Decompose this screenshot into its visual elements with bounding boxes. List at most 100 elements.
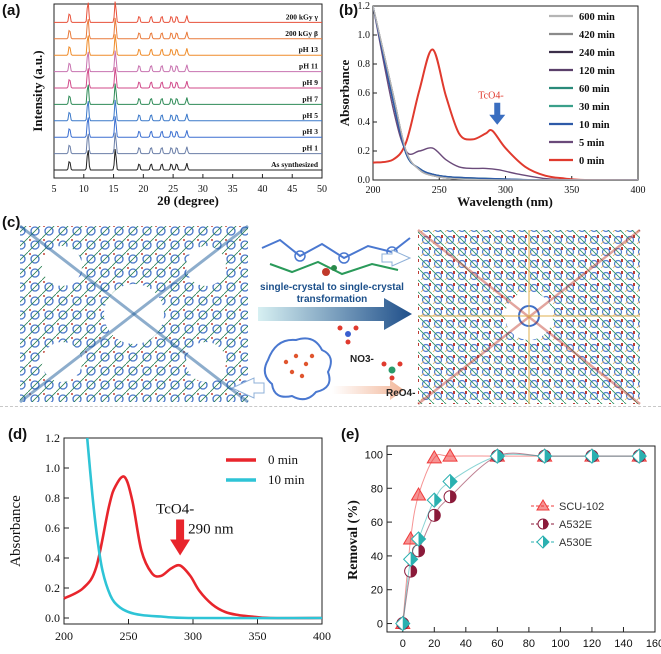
uv-d-ytick-label: 0.0: [45, 611, 60, 625]
uv-d-ytick-label: 0.2: [45, 581, 60, 595]
removal-fit-line: [402, 452, 640, 624]
xrd-trace-label: pH 3: [302, 127, 318, 136]
removal-ytick-label: 80: [371, 483, 383, 495]
uv-d-xtick-label: 300: [184, 629, 202, 643]
uv-b-annotation: TcO4-: [478, 91, 503, 102]
panel-b-label: (b): [339, 2, 359, 19]
uv-d-series: [85, 437, 323, 620]
xrd-xtick-label: 35: [228, 184, 238, 195]
uv-b-legend-label: 60 min: [579, 84, 610, 95]
panel-d-label: (d): [8, 426, 28, 443]
xrd-xtick-label: 40: [257, 184, 267, 195]
xrd-trace: [54, 99, 322, 122]
xrd-xtick-label: 15: [109, 184, 119, 195]
removal-legend-label: SCU-102: [559, 501, 604, 513]
section-divider: [0, 406, 661, 407]
uv-d-ytick-label: 0.4: [45, 551, 60, 565]
panel-c-label: (c): [2, 214, 21, 231]
removal-fit-line: [402, 453, 640, 624]
uv-b-legend-label: 5 min: [579, 138, 605, 149]
panel-c: (c): [0, 210, 661, 406]
xrd-xtick-label: 10: [79, 184, 89, 195]
uv-d-ylabel: Absorbance: [8, 495, 24, 567]
uv-d-ytick-label: 0.6: [45, 521, 60, 535]
uv-plot-b: Absorbance Wavelength (nm) 200 250 300 350 4…: [337, 1, 646, 209]
xrd-trace: [54, 132, 322, 155]
xrd-trace: [54, 149, 322, 171]
uv-d-ytick-label: 1.0: [45, 461, 60, 475]
uv-b-xtick-label: 300: [498, 185, 513, 196]
uv-d-ytick-label: 1.2: [45, 431, 60, 445]
xrd-plot-frame: [53, 3, 323, 179]
removal-xtick-label: 60: [491, 638, 503, 650]
panel-e-label: (e): [341, 426, 360, 443]
uv-b-legend-label: 30 min: [579, 102, 610, 113]
removal-legend-marker-fill: [543, 519, 548, 529]
removal-point-scu102: [410, 487, 427, 501]
uv-b-xtick-label: 400: [631, 185, 646, 196]
transformation-text-line1: single-crystal to single-crystal: [260, 282, 404, 293]
removal-xtick-label: 80: [523, 638, 535, 650]
removal-point-a532e-fill: [450, 490, 457, 503]
uv-d-legend: 0 min 10 min: [226, 452, 305, 487]
uv-d-arrow-shape: [170, 519, 191, 556]
removal-plot: Removal (%) 0 20 40 60 80 100 120 140 160 0 20 40 60…: [346, 445, 661, 650]
removal-point-a530e-fill: [418, 532, 426, 546]
uv-b-xtick-label: 250: [432, 185, 447, 196]
xrd-trace: [54, 67, 322, 89]
transformation-text-line2: transformation: [297, 294, 368, 305]
hollow-arrow-top-right: [381, 249, 412, 267]
removal-point-a530e-fill: [591, 449, 599, 464]
removal-xtick-label: 160: [646, 638, 661, 650]
uv-b-legend-label: 120 min: [579, 66, 615, 77]
nitrate-label: NO3-: [350, 354, 374, 365]
uv-d-annotation: TcO4-: [156, 502, 194, 518]
uv-b-legend-label: 600 min: [579, 12, 615, 23]
removal-point-a532e-fill: [434, 509, 441, 522]
removal-point-a530e-fill: [544, 449, 552, 464]
uv-b-ytick-label: 0.8: [358, 59, 371, 70]
removal-ytick-label: 100: [365, 449, 383, 461]
removal-point-a530e-fill: [402, 616, 410, 631]
removal-point-scu102: [442, 448, 458, 462]
removal-point-a530e-fill: [410, 552, 418, 567]
xrd-xtick-label: 20: [138, 184, 148, 195]
panel-b: (b) Absorbance Wavelength (nm) 200 250 300…: [335, 0, 661, 210]
xrd-ylabel: Intensity (a.u.): [30, 50, 45, 131]
xrd-xtick-label: 25: [168, 184, 178, 195]
uv-b-series: [373, 48, 638, 180]
removal-legend-label: A532E: [559, 519, 592, 531]
perrhenate-ion: [381, 361, 403, 381]
uv-b-legend-label: 10 min: [579, 120, 610, 131]
uv-d-ytick-label: 0.8: [45, 491, 60, 505]
removal-frame: [386, 445, 656, 633]
removal-point-a532e-fill: [418, 544, 425, 557]
uv-b-legend-label: 0 min: [579, 156, 605, 167]
removal-ytick-label: 0: [377, 619, 383, 631]
nitrate-ion: [337, 325, 359, 345]
mof-after-structure: [417, 229, 641, 405]
uv-b-series: [373, 6, 638, 180]
uv-b-ytick-label: 0.2: [358, 146, 371, 157]
panel-a-label: (a): [2, 2, 21, 19]
xrd-xtick-label: 30: [198, 184, 208, 195]
xrd-xlabel: 2θ (degree): [157, 193, 219, 208]
removal-xtick-label: 100: [551, 638, 569, 650]
removal-xtick-label: 40: [460, 638, 472, 650]
removal-point-a530e-fill: [434, 493, 442, 508]
xrd-xtick-label: 45: [287, 184, 297, 195]
uv-b-ytick-label: 0.4: [358, 117, 371, 128]
xrd-trace: [54, 50, 322, 73]
panel-e: (e) Removal (%) 0 20 40 60 80 100 120 140 160 0 20…: [335, 410, 661, 654]
transformation-arrow: [258, 298, 412, 330]
uv-b-legend-label: 240 min: [579, 48, 615, 59]
xrd-trace-label: pH 7: [302, 94, 318, 103]
removal-ytick-label: 60: [371, 517, 383, 529]
mof-illustration: single-crystal to single-crystal transfo…: [19, 224, 641, 405]
removal-legend: SCU-102 A532E A530E: [531, 499, 604, 549]
xrd-trace-label: 200 kGy β: [285, 29, 318, 38]
perrhenate-label: ReO4-: [386, 388, 415, 399]
removal-fit-line: [402, 454, 640, 624]
removal-point-a530e-fill: [639, 449, 647, 464]
uv-d-xtick-label: 350: [249, 629, 267, 643]
